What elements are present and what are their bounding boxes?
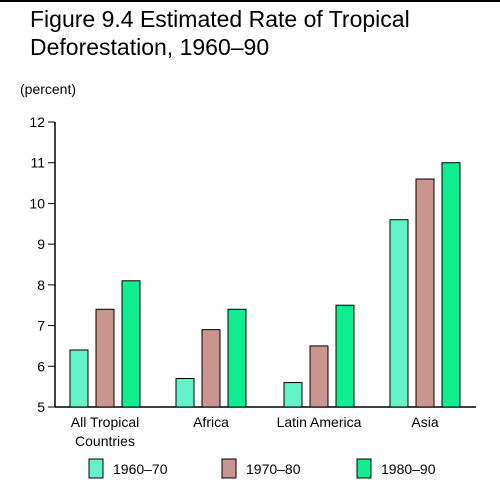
bar [335, 304, 355, 408]
legend-label: 1970–80 [246, 461, 301, 477]
bar [309, 345, 329, 408]
bar [201, 329, 221, 408]
y-tick-label: 7 [37, 318, 45, 334]
bar [121, 280, 141, 408]
y-tick-label: 12 [29, 114, 45, 130]
chart-title-line-2: Deforestation, 1960–90 [30, 34, 269, 60]
legend: 1960–70 1970–80 1980–90 [88, 458, 436, 479]
bar [415, 178, 435, 408]
y-axis-unit-label: (percent) [20, 81, 76, 97]
y-tick-label: 6 [37, 358, 45, 374]
y-tick-label: 5 [37, 399, 45, 415]
bar [95, 308, 115, 408]
legend-swatch [88, 458, 104, 479]
legend-label: 1960–70 [113, 461, 168, 477]
x-category-label: Asia [411, 414, 438, 430]
x-category-label: Africa [193, 414, 229, 430]
y-tick-label: 8 [37, 277, 45, 293]
bar [69, 349, 89, 408]
x-category-label: All Tropical [71, 414, 139, 430]
y-tick-label: 11 [30, 155, 45, 171]
legend-label: 1980–90 [381, 461, 436, 477]
bar [227, 308, 247, 408]
legend-swatch [221, 458, 237, 479]
bar [283, 382, 303, 408]
legend-swatch [356, 458, 372, 479]
bar [175, 378, 195, 408]
x-category-label: Countries [75, 433, 135, 449]
y-tick-label: 9 [37, 236, 45, 252]
bar [441, 162, 461, 408]
chart-title-line-1: Figure 9.4 Estimated Rate of Tropical [30, 6, 410, 32]
plot-area: 5 6 7 8 9 10 11 12 All Tropical Countries Africa La… [29, 114, 476, 449]
y-tick-label: 10 [29, 195, 45, 211]
x-category-label: Latin America [277, 414, 362, 430]
bar [389, 219, 409, 408]
